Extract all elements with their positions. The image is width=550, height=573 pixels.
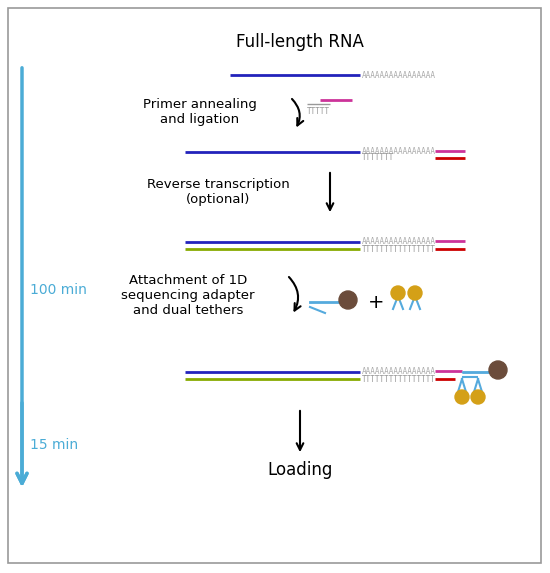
- Text: AAAAAAAAAAAAAAAA: AAAAAAAAAAAAAAAA: [362, 147, 436, 155]
- Circle shape: [391, 286, 405, 300]
- Circle shape: [339, 291, 357, 309]
- Text: AAAAAAAAAAAAAAAA: AAAAAAAAAAAAAAAA: [362, 367, 436, 375]
- Text: TTTTT: TTTTT: [307, 107, 330, 116]
- Circle shape: [471, 390, 485, 404]
- Text: Primer annealing
and ligation: Primer annealing and ligation: [143, 98, 257, 126]
- Circle shape: [408, 286, 422, 300]
- Text: +: +: [368, 292, 384, 312]
- Text: TTTTTTTTTTTTTTTT: TTTTTTTTTTTTTTTT: [362, 375, 436, 383]
- FancyBboxPatch shape: [8, 8, 541, 563]
- Text: 100 min: 100 min: [30, 283, 87, 297]
- Text: AAAAAAAAAAAAAAAA: AAAAAAAAAAAAAAAA: [362, 70, 436, 80]
- Text: Attachment of 1D
sequencing adapter
and dual tethers: Attachment of 1D sequencing adapter and …: [121, 273, 255, 316]
- Text: Reverse transcription
(optional): Reverse transcription (optional): [147, 178, 289, 206]
- Circle shape: [455, 390, 469, 404]
- Text: Loading: Loading: [267, 461, 333, 479]
- Text: Full-length RNA: Full-length RNA: [236, 33, 364, 51]
- Text: TTTTTTT: TTTTTTT: [362, 154, 394, 163]
- Circle shape: [489, 361, 507, 379]
- Text: 15 min: 15 min: [30, 438, 78, 452]
- Text: TTTTTTTTTTTTTTTT: TTTTTTTTTTTTTTTT: [362, 245, 436, 253]
- Text: AAAAAAAAAAAAAAAA: AAAAAAAAAAAAAAAA: [362, 237, 436, 245]
